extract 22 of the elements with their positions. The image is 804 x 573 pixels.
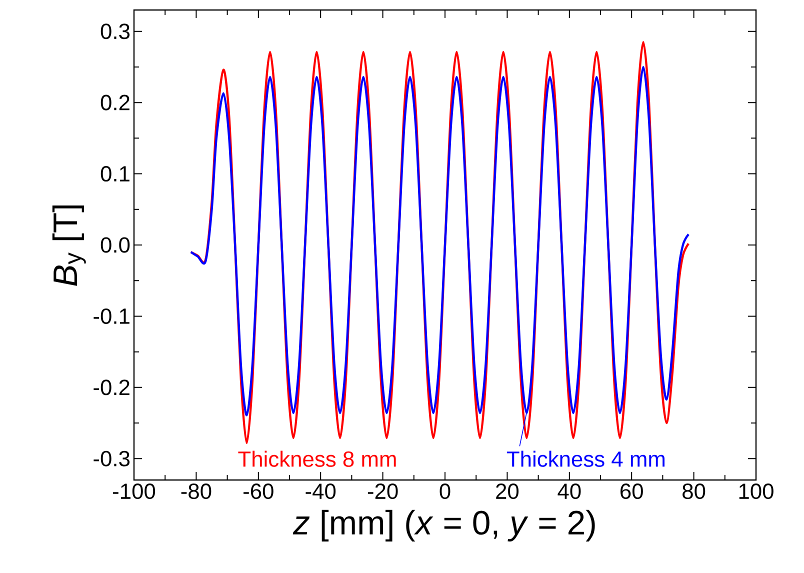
series-label: Thickness 8 mm [238, 450, 396, 467]
y-tick-label: 0.1 [100, 166, 130, 182]
x-tick-label: -60 [244, 484, 274, 500]
x-tick-label: 100 [739, 484, 774, 500]
y-tick-label: -0.3 [94, 450, 130, 466]
x-tick-label: 60 [620, 484, 643, 500]
x-tick-label: 20 [496, 484, 519, 500]
x-tick-label: 80 [682, 484, 706, 500]
y-tick-label: 0.3 [100, 24, 130, 40]
y-tick-label: -0.1 [94, 308, 130, 324]
y-tick-label: 0.0 [100, 237, 130, 253]
x-tick-label: -80 [181, 484, 212, 500]
x-tick-label: -20 [368, 484, 398, 500]
legend-label: Thickness 4 mm [506, 450, 664, 467]
x-axis-title: z [mm] (x = 0, y = 2) [292, 510, 595, 542]
x-tick-label: 40 [558, 484, 581, 500]
x-tick-label: -100 [113, 484, 156, 500]
x-tick-label: 0 [440, 484, 450, 500]
y-tick-label: -0.2 [94, 380, 130, 396]
x-tick-label: -40 [306, 484, 336, 500]
y-axis-title: B$_{y}$ [T] [52, 205, 86, 286]
y-tick-label: 0.2 [100, 94, 130, 110]
